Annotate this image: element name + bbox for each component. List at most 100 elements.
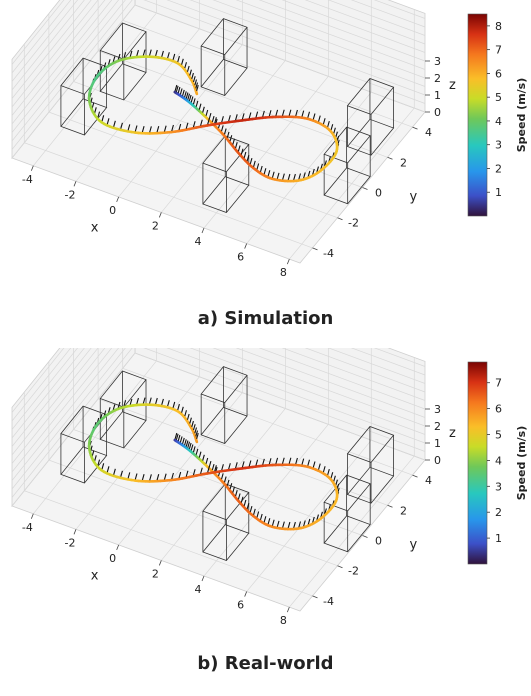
- chart-panel-real-world: -4 -2 0 2 4 6 8 x -4 -2 0 2 4 y 0 1 2 3 z 1 2 3 4 5 6 7 Speed (m/s…: [0, 253, 531, 696]
- x-tick-label: -2: [65, 188, 76, 201]
- x-tick-mark: [30, 513, 34, 519]
- trajectory: [87, 397, 340, 531]
- x-tick-mark: [116, 196, 120, 203]
- axes-group: -4 -2 0 2 4 6 8 x -4 -2 0 2 4 y 0 1 2 3z: [11, 0, 456, 279]
- y-tick-label: 4: [425, 474, 432, 487]
- y-tick-mark: [362, 187, 368, 190]
- z-tick-label: 3: [434, 403, 441, 416]
- grid-line: [11, 0, 426, 133]
- y-tick-mark: [312, 595, 318, 599]
- x-tick-mark: [116, 544, 120, 551]
- colorbar-bar: [467, 361, 488, 565]
- x-tick-mark: [244, 243, 248, 249]
- colorbar-tick-label: 7: [495, 44, 502, 57]
- x-tick-label: 8: [280, 266, 287, 279]
- colorbar-tick-label: 2: [495, 506, 502, 519]
- x-axis-label: x: [91, 221, 99, 236]
- colorbar: 1 2 3 4 5 6 7 8 Speed (m/s): [467, 13, 528, 217]
- colorbar-tick-label: 6: [495, 403, 502, 416]
- z-tick-label: 0: [434, 454, 441, 467]
- y-tick-label: 2: [400, 156, 407, 169]
- x-tick-label: -2: [65, 536, 76, 549]
- x-tick-label: -4: [22, 521, 33, 534]
- y-tick-mark: [337, 217, 343, 221]
- z-tick-label: 2: [434, 420, 441, 433]
- colorbar-tick-label: 2: [495, 162, 502, 175]
- grid-line: [11, 0, 426, 150]
- z-tick-label: 0: [434, 106, 441, 119]
- y-axis-label: y: [410, 189, 418, 204]
- gate-frame: [202, 524, 250, 562]
- x-axis-label: x: [91, 569, 99, 584]
- grid-line: [11, 0, 426, 91]
- gate-frame: [200, 366, 248, 404]
- colorbar: 1 2 3 4 5 6 7 Speed (m/s): [467, 361, 528, 565]
- y-tick-label: -2: [348, 565, 359, 578]
- colorbar-tick-label: 1: [495, 186, 502, 199]
- y-tick-mark: [412, 126, 418, 130]
- x-tick-mark: [73, 181, 77, 187]
- x-tick-mark: [30, 165, 34, 171]
- grid-line: [11, 0, 426, 99]
- x-tick-mark: [244, 591, 248, 597]
- grid-line: [11, 0, 426, 82]
- y-tick-label: -4: [323, 247, 334, 260]
- grid-line: [11, 352, 426, 507]
- colorbar-tick-label: 4: [495, 115, 502, 128]
- z-tick-label: 1: [434, 89, 441, 102]
- z-axis-label: z: [449, 426, 456, 441]
- x-tick-mark: [286, 258, 290, 265]
- grid-line: [11, 0, 426, 65]
- y-tick-label: -4: [323, 595, 334, 608]
- x-tick-label: 4: [195, 583, 202, 596]
- colorbar-tick-label: 3: [495, 139, 502, 152]
- x-tick-mark: [158, 560, 162, 566]
- y-tick-label: -2: [348, 217, 359, 230]
- chart-panel-simulation: -4 -2 0 2 4 6 8 x -4 -2 0 2 4 y 0 1 2 3 z 1 2 3 4 5 6 7 8 Speed (m/…: [11, 0, 528, 329]
- x-tick-label: 0: [109, 552, 116, 565]
- x-tick-mark: [158, 212, 162, 218]
- gate-frame: [346, 466, 395, 504]
- caption-real-world: b) Real-world: [197, 653, 334, 674]
- trajectory: [87, 49, 340, 183]
- colorbar-label: Speed (m/s): [515, 426, 528, 501]
- y-tick-mark: [337, 565, 343, 569]
- colorbar-tick-label: 4: [495, 454, 502, 467]
- x-tick-label: 6: [237, 251, 244, 264]
- grid-line: [11, 0, 426, 142]
- y-tick-mark: [362, 535, 368, 538]
- colorbar-tick-label: 1: [495, 532, 502, 545]
- x-tick-label: 2: [152, 567, 159, 580]
- y-tick-mark: [387, 504, 393, 508]
- y-tick-label: 2: [400, 504, 407, 517]
- x-tick-label: 6: [237, 599, 244, 612]
- grid-line: [11, 0, 426, 116]
- x-tick-label: 0: [109, 204, 116, 217]
- colorbar-tick-label: 3: [495, 480, 502, 493]
- x-tick-mark: [286, 606, 290, 613]
- grid-line: [11, 4, 426, 159]
- y-tick-mark: [387, 156, 393, 160]
- z-tick-label: 3: [434, 55, 441, 68]
- y-tick-label: 0: [375, 535, 382, 548]
- x-tick-mark: [201, 575, 205, 582]
- axes-group: -4 -2 0 2 4 6 8 x -4 -2 0 2 4 y 0 1 2 3z: [11, 253, 456, 627]
- colorbar-tick-label: 5: [495, 91, 502, 104]
- colorbar-tick-label: 7: [495, 377, 502, 390]
- colorbar-tick-label: 8: [495, 20, 502, 33]
- z-tick-label: 2: [434, 72, 441, 85]
- grid-line: [11, 0, 426, 74]
- colorbar-tick-label: 6: [495, 67, 502, 80]
- y-tick-label: 0: [375, 187, 382, 200]
- x-tick-label: 8: [280, 614, 287, 627]
- x-tick-label: 2: [152, 219, 159, 232]
- x-tick-mark: [201, 227, 205, 234]
- y-tick-mark: [412, 474, 418, 478]
- x-tick-label: 4: [195, 235, 202, 248]
- y-axis-label: y: [410, 537, 418, 552]
- grid-line: [11, 0, 426, 125]
- grid-line: [11, 0, 426, 108]
- x-tick-mark: [73, 529, 77, 535]
